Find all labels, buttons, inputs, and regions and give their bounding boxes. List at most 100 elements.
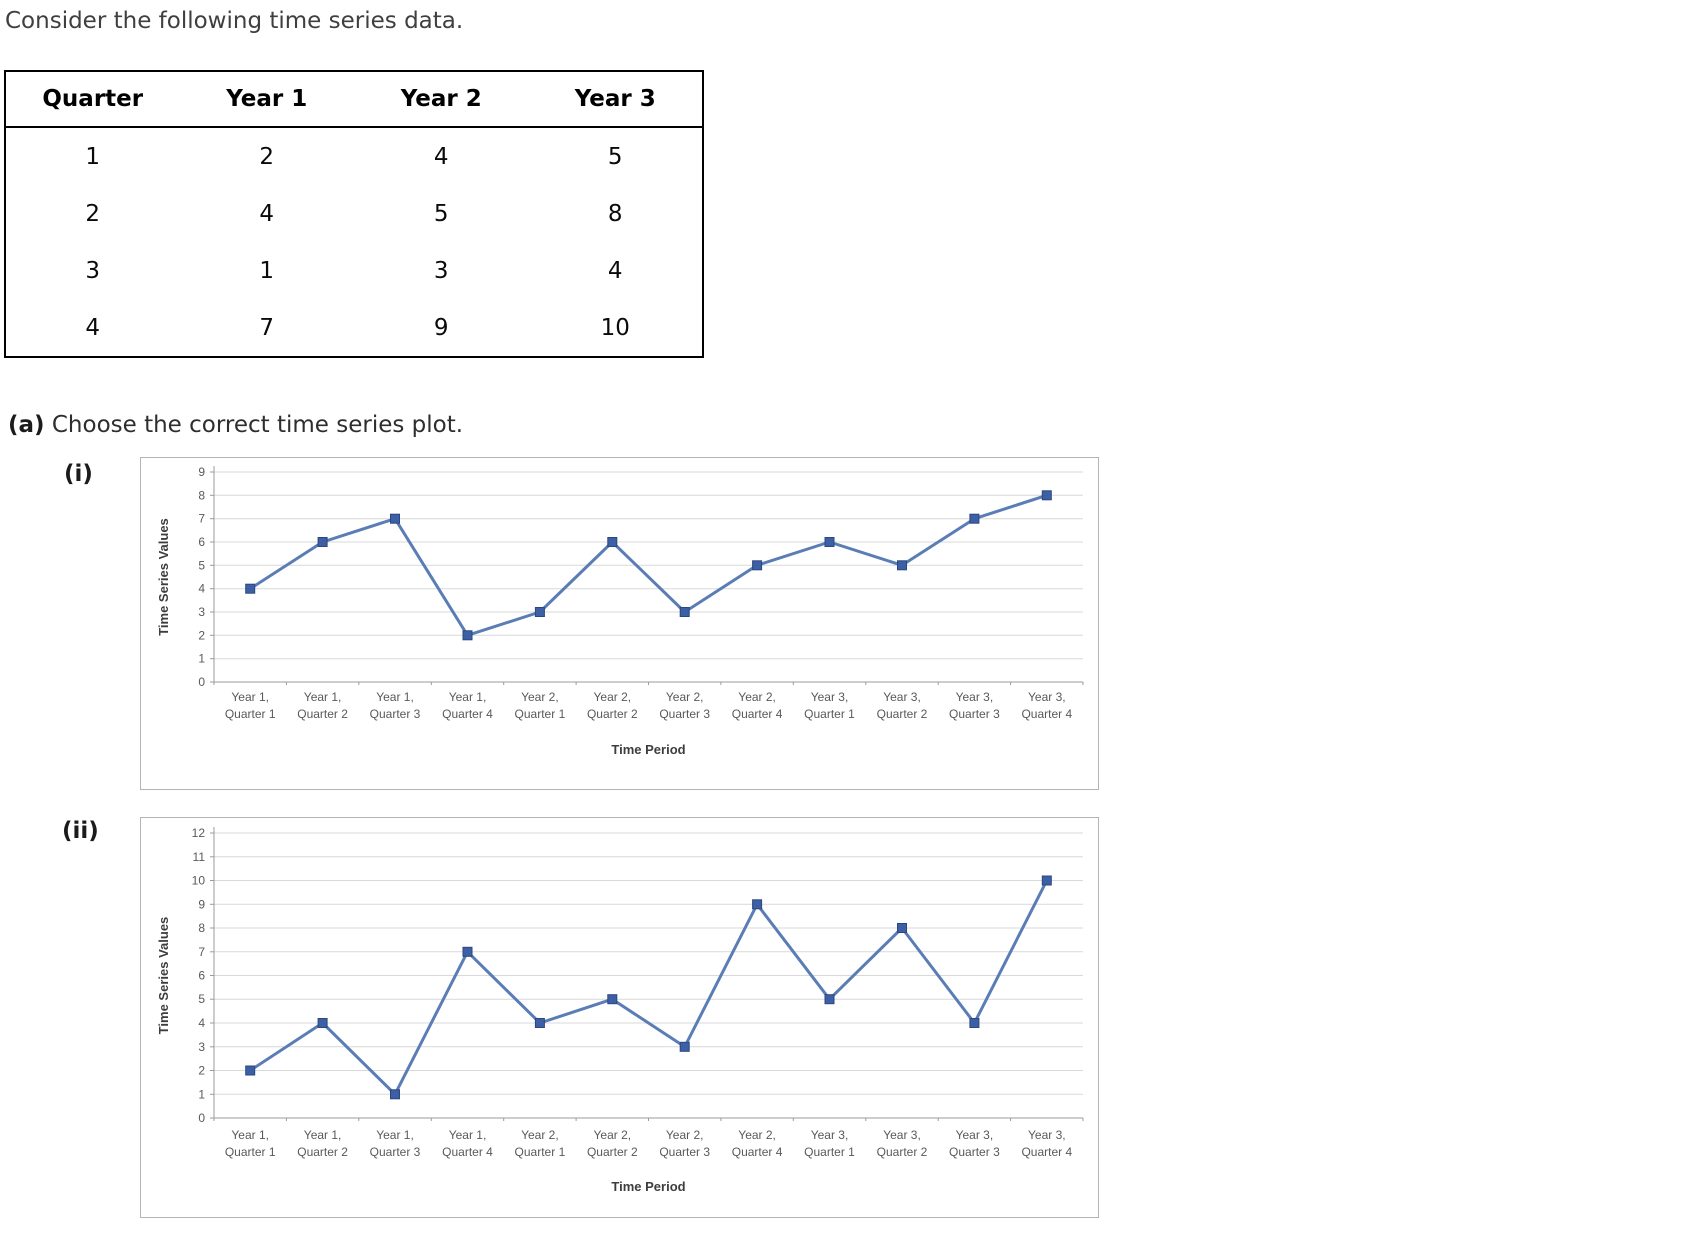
svg-text:Year 1,: Year 1,: [304, 690, 342, 704]
table-cell: 7: [259, 314, 275, 341]
svg-text:5: 5: [198, 558, 205, 572]
svg-text:Quarter 3: Quarter 3: [659, 707, 710, 721]
table-cell: 5: [433, 200, 449, 227]
question-text: Choose the correct time series plot.: [51, 412, 464, 438]
svg-text:Quarter 2: Quarter 2: [587, 1145, 638, 1159]
svg-text:0: 0: [198, 675, 205, 689]
svg-text:8: 8: [198, 488, 205, 502]
svg-text:Quarter 3: Quarter 3: [370, 707, 421, 721]
svg-text:Quarter 3: Quarter 3: [949, 1145, 1000, 1159]
table-cell: 3: [85, 257, 101, 284]
svg-text:Year 3,: Year 3,: [1028, 1128, 1066, 1142]
svg-text:5: 5: [198, 992, 205, 1006]
svg-text:2: 2: [198, 628, 205, 642]
svg-text:Quarter 2: Quarter 2: [587, 707, 638, 721]
svg-text:Quarter 4: Quarter 4: [442, 707, 493, 721]
svg-text:Quarter 2: Quarter 2: [297, 1145, 348, 1159]
svg-text:Year 1,: Year 1,: [376, 1128, 414, 1142]
svg-text:Quarter 4: Quarter 4: [732, 1145, 783, 1159]
question-line: (a) Choose the correct time series plot.: [8, 412, 463, 438]
table-cell: 3: [433, 257, 449, 284]
svg-text:Year 2,: Year 2,: [738, 690, 776, 704]
table-cell: 4: [85, 314, 101, 341]
table-cell: 4: [607, 257, 623, 284]
svg-text:Quarter 1: Quarter 1: [804, 1145, 855, 1159]
table-header-row: Quarter Year 1 Year 2 Year 3: [5, 71, 703, 128]
svg-text:Time Period: Time Period: [611, 742, 685, 757]
svg-text:Quarter 1: Quarter 1: [515, 1145, 566, 1159]
svg-text:Year 2,: Year 2,: [594, 690, 632, 704]
option-label-i: (i): [64, 461, 93, 487]
svg-text:Quarter 1: Quarter 1: [225, 1145, 276, 1159]
table-cell: 2: [85, 200, 101, 227]
table-body: 1 2 4 5 2 4 5 8 3 1 3 4 4 7 9 10: [5, 127, 703, 357]
svg-text:Year 1,: Year 1,: [231, 1128, 269, 1142]
table-row: 3 1 3 4: [5, 242, 703, 299]
time-series-chart-i: 0 1 2 3 4 5 6 7 8 9 Year 1, Quarter 1 Year 1, Quarter…: [140, 457, 1099, 790]
svg-text:9: 9: [198, 897, 205, 911]
svg-text:Year 2,: Year 2,: [521, 1128, 559, 1142]
svg-text:Year 3,: Year 3,: [1028, 690, 1066, 704]
svg-text:Year 2,: Year 2,: [666, 690, 704, 704]
svg-text:Year 3,: Year 3,: [956, 690, 994, 704]
table-cell: 9: [433, 314, 449, 341]
svg-text:Year 2,: Year 2,: [594, 1128, 632, 1142]
svg-text:4: 4: [198, 582, 205, 596]
svg-text:1: 1: [198, 1087, 205, 1101]
svg-text:Quarter 1: Quarter 1: [225, 707, 276, 721]
svg-text:Year 2,: Year 2,: [738, 1128, 776, 1142]
svg-text:Quarter 4: Quarter 4: [732, 707, 783, 721]
svg-text:Quarter 4: Quarter 4: [1021, 707, 1072, 721]
svg-text:Year 2,: Year 2,: [521, 690, 559, 704]
table-cell: 4: [259, 200, 275, 227]
svg-text:Year 3,: Year 3,: [883, 1128, 921, 1142]
svg-text:1: 1: [198, 652, 205, 666]
line-chart-i: 0 1 2 3 4 5 6 7 8 9 Year 1, Quarter 1 Year 1, Quarter…: [156, 465, 1084, 757]
column-header-year1: Year 1: [179, 71, 354, 128]
table-cell: 8: [607, 200, 623, 227]
column-header-year3: Year 3: [528, 71, 703, 128]
table-cell: 1: [259, 257, 275, 284]
svg-text:Year 3,: Year 3,: [811, 1128, 849, 1142]
svg-text:Year 3,: Year 3,: [956, 1128, 994, 1142]
svg-text:4: 4: [198, 1016, 205, 1030]
svg-text:6: 6: [198, 969, 205, 983]
svg-text:Year 3,: Year 3,: [883, 690, 921, 704]
svg-text:Quarter 1: Quarter 1: [804, 707, 855, 721]
svg-text:Year 1,: Year 1,: [376, 690, 414, 704]
svg-text:Year 1,: Year 1,: [231, 690, 269, 704]
option-label-ii: (ii): [62, 818, 99, 844]
svg-text:Quarter 4: Quarter 4: [1021, 1145, 1072, 1159]
table-cell: 2: [259, 143, 275, 170]
svg-text:Year 3,: Year 3,: [811, 690, 849, 704]
svg-text:Year 1,: Year 1,: [304, 1128, 342, 1142]
svg-text:Quarter 3: Quarter 3: [949, 707, 1000, 721]
question-part-label: (a): [8, 412, 45, 438]
svg-text:8: 8: [198, 921, 205, 935]
svg-text:Time Series Values: Time Series Values: [156, 518, 171, 636]
svg-text:Time Period: Time Period: [611, 1179, 685, 1194]
svg-text:10: 10: [192, 874, 206, 888]
table-row: 1 2 4 5: [5, 127, 703, 185]
svg-text:11: 11: [193, 850, 206, 864]
svg-text:Year 1,: Year 1,: [449, 1128, 487, 1142]
table-header: Quarter Year 1 Year 2 Year 3: [5, 71, 703, 128]
svg-text:12: 12: [192, 826, 206, 840]
table-row: 4 7 9 10: [5, 299, 703, 357]
svg-text:Quarter 3: Quarter 3: [659, 1145, 710, 1159]
svg-text:9: 9: [198, 465, 205, 479]
column-header-quarter: Quarter: [5, 71, 180, 128]
table-cell: 4: [433, 143, 449, 170]
svg-text:Quarter 1: Quarter 1: [515, 707, 566, 721]
svg-text:3: 3: [198, 605, 205, 619]
table-cell: 1: [85, 143, 101, 170]
svg-text:Quarter 2: Quarter 2: [297, 707, 348, 721]
svg-text:Quarter 2: Quarter 2: [877, 1145, 928, 1159]
svg-text:Year 1,: Year 1,: [449, 690, 487, 704]
svg-text:7: 7: [198, 945, 205, 959]
svg-text:Time Series Values: Time Series Values: [156, 917, 171, 1035]
svg-text:3: 3: [198, 1040, 205, 1054]
svg-text:Quarter 2: Quarter 2: [877, 707, 928, 721]
